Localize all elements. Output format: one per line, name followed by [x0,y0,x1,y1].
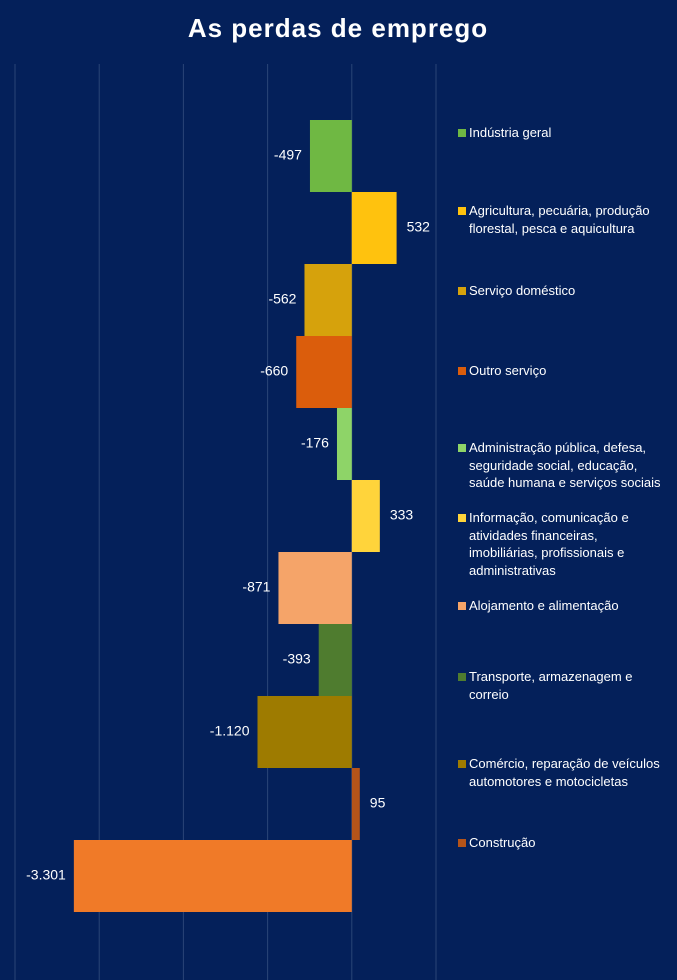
legend-swatch [458,444,466,452]
legend-label: Comércio, reparação de veículos automoto… [469,756,660,789]
legend-label: Transporte, armazenagem e correio [469,669,633,702]
bar [73,840,352,912]
legend-swatch [458,129,466,137]
legend-swatch [458,367,466,375]
legend-swatch [458,673,466,681]
legend-label: Serviço doméstico [469,283,576,298]
legend-label: Outro serviço [469,363,547,378]
legend-swatch [458,514,466,522]
legend-swatch [458,207,466,215]
legend-label: Agricultura, pecuária, produção floresta… [469,203,650,236]
legend-label: Informação, comunicação e atividades fin… [469,510,629,578]
bar [351,192,397,264]
legend-label: Administração pública, defesa, seguridad… [469,440,661,490]
chart-title: As perdas de emprego [188,13,488,43]
data-label: -660 [260,363,288,379]
data-label: -497 [274,147,302,163]
bar [278,552,352,624]
bar [318,624,352,696]
data-label: -176 [301,435,329,451]
bar [351,480,380,552]
bar [336,408,352,480]
data-label: -1.120 [210,723,250,739]
bar [257,696,352,768]
data-label: -562 [268,291,296,307]
legend-label: Outras [0,0,1,1]
bar [296,336,352,408]
legend-swatch [458,287,466,295]
legend-swatch [458,602,466,610]
data-label: 333 [390,507,414,523]
legend-swatch [458,760,466,768]
bar [309,120,352,192]
data-label: 95 [370,795,386,811]
data-label: 532 [407,219,431,235]
bar [351,768,360,840]
legend-label: Construção [469,835,536,850]
legend-swatch [458,839,466,847]
data-label: -871 [242,579,270,595]
legend-label: Indústria geral [469,125,552,140]
legend-label: Alojamento e alimentação [469,598,619,613]
data-label: -393 [283,651,311,667]
bar [304,264,352,336]
data-label: -3.301 [26,867,66,883]
